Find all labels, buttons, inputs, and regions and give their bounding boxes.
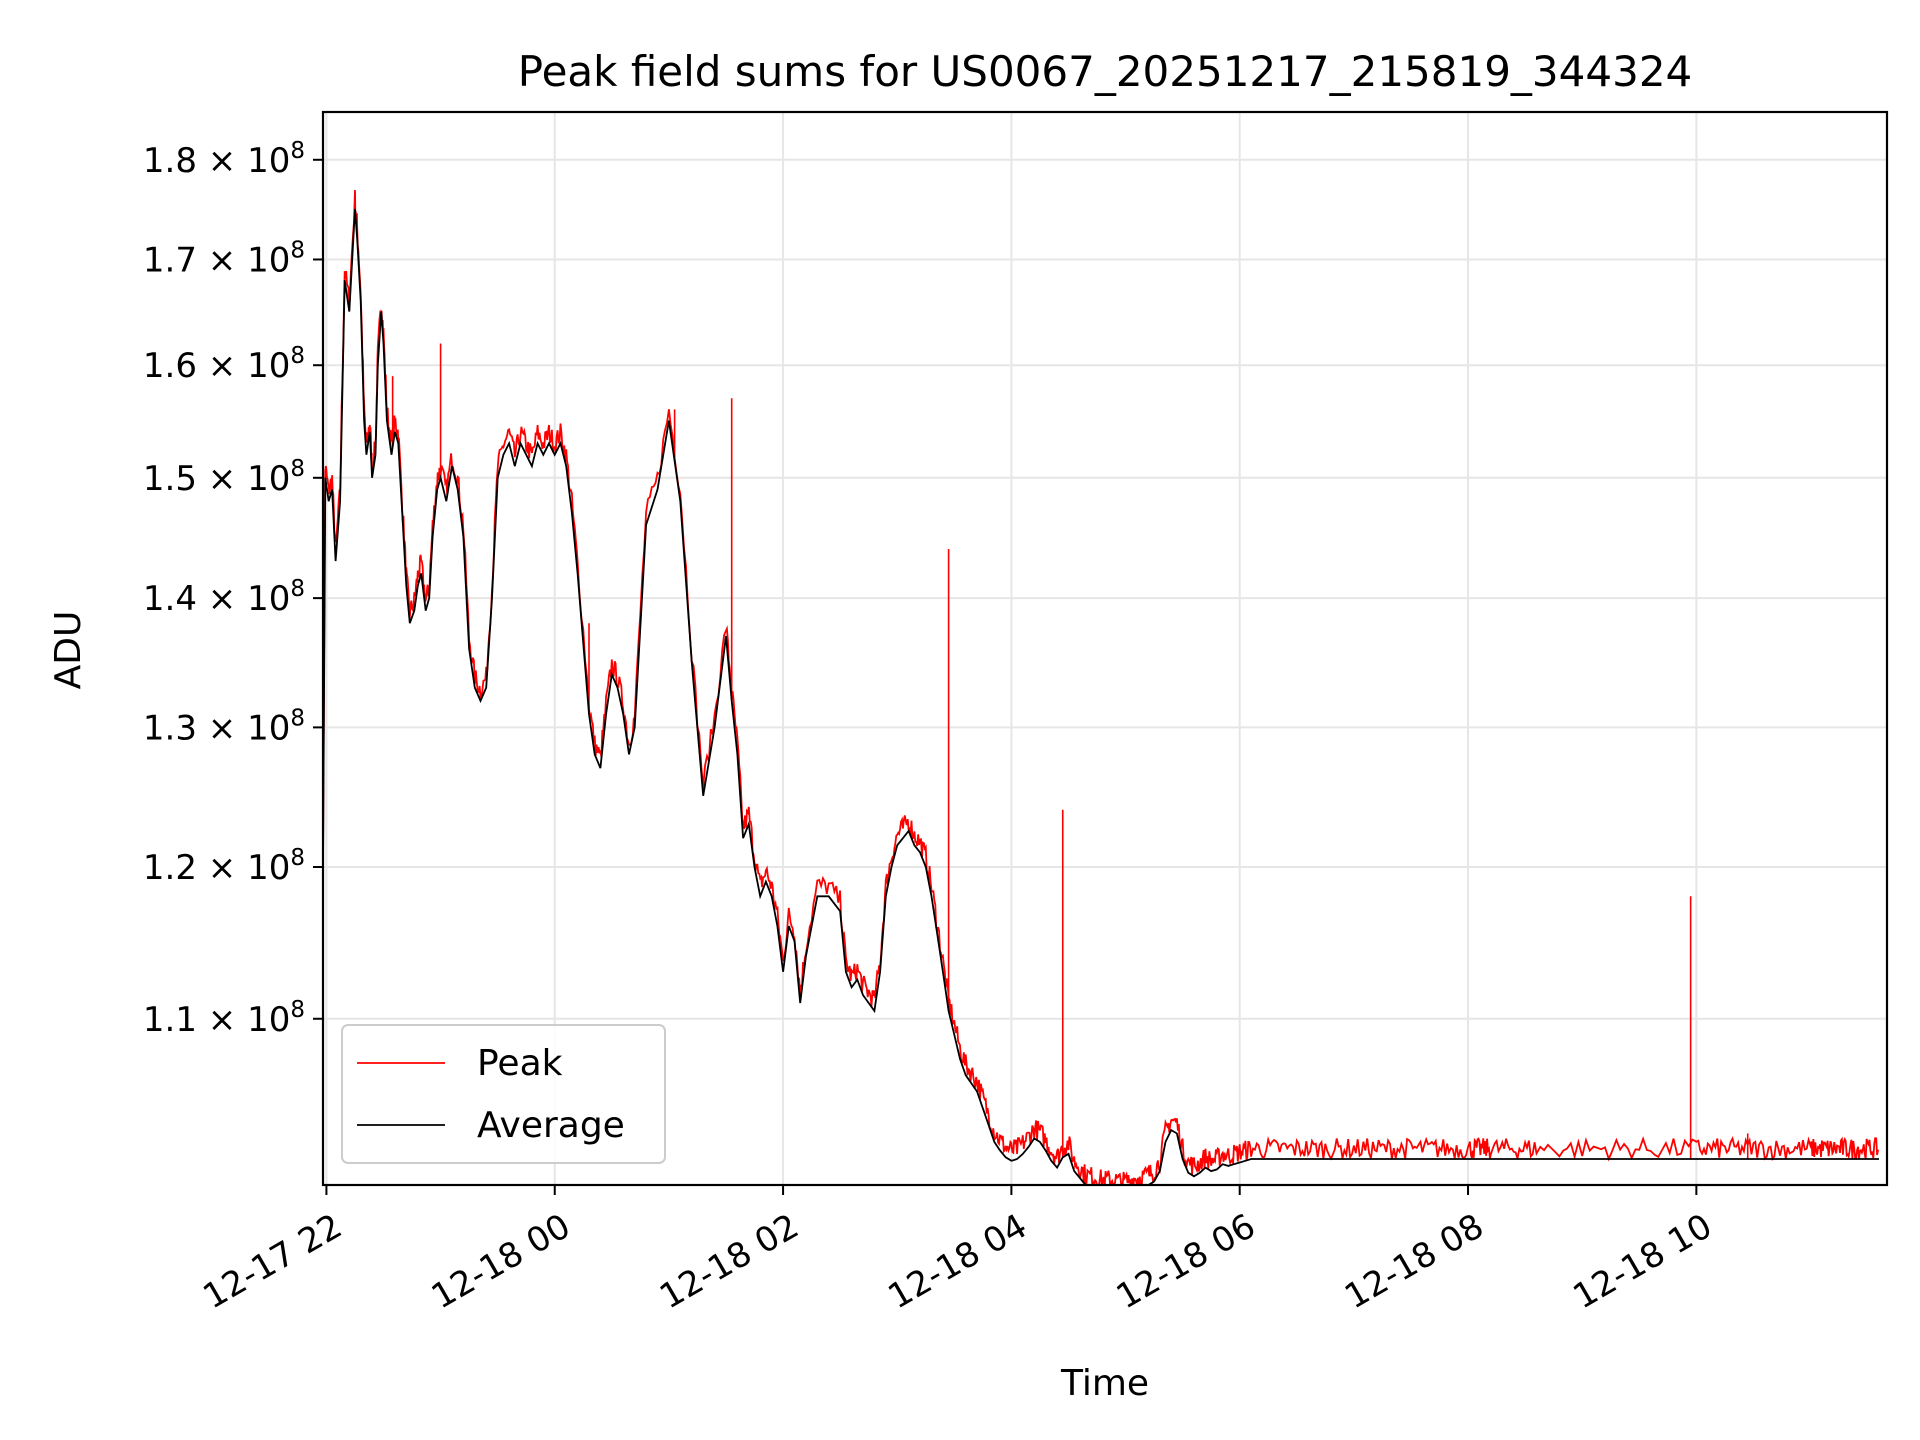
plot-series	[323, 189, 1879, 1185]
y-tick-label: 1.1 × 108	[143, 997, 305, 1040]
y-tick-label: 1.4 × 108	[143, 576, 305, 619]
y-tick-label: 1.7 × 108	[143, 237, 305, 280]
x-axis-label: Time	[1060, 1363, 1149, 1404]
legend: Peak Average	[341, 1024, 666, 1164]
chart-title: Peak field sums for US0067_20251217_2158…	[518, 47, 1693, 96]
y-tick-label: 1.2 × 108	[143, 845, 305, 888]
grid-lines	[323, 112, 1887, 1185]
y-tick-label: 1.6 × 108	[143, 343, 305, 386]
y-axis-label: ADU	[48, 611, 89, 690]
legend-box	[341, 1024, 666, 1164]
average-series-line	[323, 208, 1879, 1185]
y-axis: 1.1 × 108 1.2 × 108 1.3 × 108 1.4 × 108 1.5 …	[143, 138, 323, 1040]
y-tick-label: 1.3 × 108	[143, 705, 305, 748]
y-tick-label: 1.5 × 108	[143, 456, 305, 499]
legend-average-label: Average	[477, 1105, 625, 1146]
plot-frame	[321, 110, 1889, 1187]
y-tick-label: 1.8 × 108	[143, 138, 305, 181]
legend-peak-label: Peak	[477, 1043, 563, 1084]
